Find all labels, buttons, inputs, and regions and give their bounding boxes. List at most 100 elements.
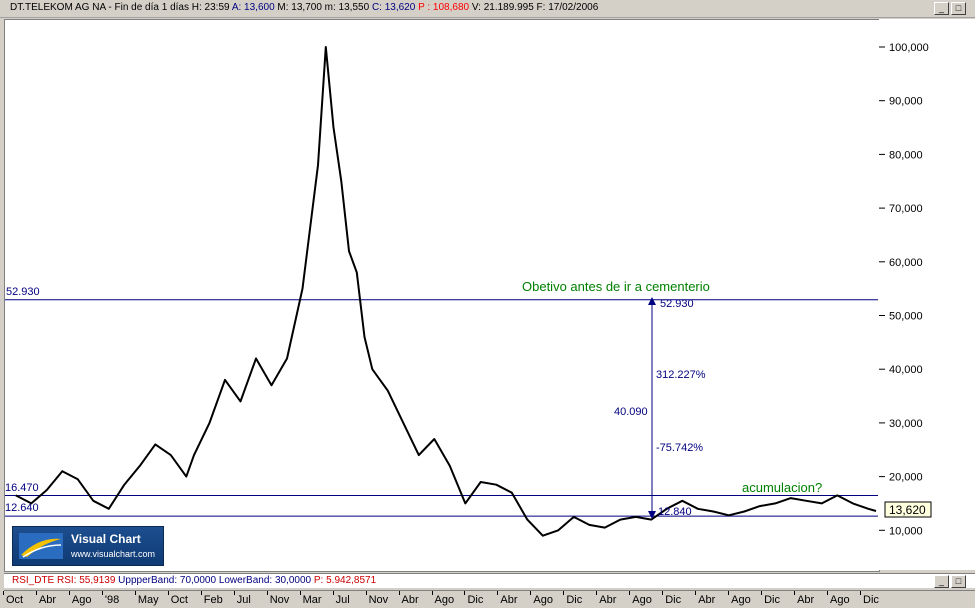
- price-axis-area: [879, 19, 975, 570]
- y-tick-label: 50,000: [889, 311, 923, 323]
- x-tick-mark: [3, 591, 4, 595]
- x-tick-mark: [464, 591, 466, 595]
- x-tick-mark: [167, 591, 169, 595]
- x-tick-label: Ago: [830, 594, 850, 606]
- x-tick-mark: [827, 591, 829, 595]
- x-tick-label: Ago: [434, 594, 455, 606]
- arrow-head-down: [648, 511, 656, 519]
- x-tick-label: Dic: [863, 594, 879, 606]
- logo-swoosh-icon: [19, 533, 63, 559]
- y-tick-label: 100,000: [889, 42, 929, 54]
- x-tick-mark: [860, 591, 861, 595]
- y-tick-label: 70,000: [889, 203, 923, 215]
- period-label: Fin de día 1 días: [114, 2, 189, 13]
- x-tick-mark: [299, 591, 301, 595]
- x-tick-mark: [794, 591, 796, 595]
- target-value-label: 52.930: [660, 298, 694, 310]
- x-tick-label: Abr: [599, 594, 617, 606]
- x-tick-mark: [662, 591, 664, 595]
- x-tick-label: Jul: [335, 594, 350, 606]
- x-tick-mark: [596, 591, 598, 595]
- x-tick-mark: [233, 591, 235, 595]
- x-tick-mark: [200, 591, 202, 595]
- high-label: M: 13,700: [277, 2, 322, 13]
- time-axis: Oct Abr Ago '98 May Oct Feb Jul Nov Mar Jul Nov Abr A…: [3, 590, 975, 608]
- x-tick-label: Ago: [71, 594, 92, 606]
- low-label: m: 13,550: [324, 2, 370, 13]
- p-label: P : 108,680: [418, 2, 470, 13]
- last-price-box: [884, 501, 932, 518]
- price-series-line: [15, 46, 877, 537]
- x-tick-mark: [101, 591, 103, 595]
- last-price-label: 13,620: [889, 503, 926, 517]
- y-tick-label: 90,000: [889, 96, 923, 108]
- base-value-label: 12.840: [658, 506, 692, 518]
- x-tick-label: '98: [104, 594, 120, 606]
- x-tick-label: Jul: [236, 594, 251, 606]
- minimize-button[interactable]: _: [934, 2, 949, 15]
- maximize-button[interactable]: □: [951, 2, 966, 15]
- indicator-upper: UppperBand: 70,0000: [118, 575, 217, 586]
- x-tick-label: Nov: [269, 594, 290, 606]
- plot-area[interactable]: [4, 19, 880, 572]
- indicator-rsi: RSI: 55,9139: [57, 575, 116, 586]
- open-label: A: 13,600: [231, 2, 275, 13]
- loss-pct-label: -75.742%: [656, 442, 703, 454]
- x-tick-mark: [497, 591, 499, 595]
- x-tick-mark: [266, 591, 268, 595]
- volume-label: V: 21.189.995: [471, 2, 534, 13]
- x-tick-label: Abr: [797, 594, 815, 606]
- x-tick-mark: [35, 591, 37, 595]
- symbol-label: DT.TELEKOM AG NA: [10, 2, 106, 13]
- chart-title-bar: DT.TELEKOM AG NA - Fin de día 1 días H: …: [0, 0, 975, 18]
- indicator-readout: RSI_DTE RSI: 55,9139 UppperBand: 70,0000…: [12, 575, 376, 586]
- x-tick-mark: [431, 591, 433, 595]
- logo-url: www.visualchart.com: [71, 549, 156, 559]
- visual-chart-logo: Visual Chart www.visualchart.com: [12, 526, 164, 566]
- x-tick-label: Ago: [632, 594, 652, 606]
- indicator-minimize-button[interactable]: _: [934, 575, 949, 588]
- x-tick-label: Ago: [731, 594, 751, 606]
- x-tick-mark: [728, 591, 730, 595]
- indicator-lower: LowerBand: 30,0000: [218, 575, 312, 586]
- x-tick-label: Oct: [170, 594, 188, 606]
- x-tick-mark: [530, 591, 532, 595]
- indicator-p: P: 5.942,8571: [313, 575, 377, 586]
- y-tick-label: 60,000: [889, 257, 923, 269]
- quote-header: DT.TELEKOM AG NA - Fin de día 1 días H: …: [10, 2, 599, 13]
- date-label: F: 17/02/2006: [536, 2, 599, 13]
- hline-mid-label: 16.470: [5, 482, 39, 494]
- y-tick-label: 30,000: [889, 418, 923, 430]
- y-tick-label: 10,000: [889, 525, 923, 537]
- x-tick-label: Abr: [38, 594, 57, 606]
- indicator-maximize-button[interactable]: □: [951, 575, 966, 588]
- x-tick-mark: [695, 591, 697, 595]
- distance-label: 40.090: [614, 406, 648, 418]
- x-tick-label: Ago: [533, 594, 553, 606]
- y-tick-label: 40,000: [889, 364, 923, 376]
- x-tick-mark: [68, 591, 70, 595]
- logo-title: Visual Chart: [71, 532, 141, 546]
- x-tick-label: Oct: [6, 594, 24, 606]
- gain-pct-label: 312.227%: [656, 369, 706, 381]
- indicator-bar[interactable]: RSI_DTE RSI: 55,9139 UppperBand: 70,0000…: [4, 573, 975, 588]
- arrow-head-up: [648, 297, 656, 305]
- y-tick-label: 80,000: [889, 149, 923, 161]
- x-tick-label: Abr: [500, 594, 518, 606]
- x-tick-label: Dic: [467, 594, 484, 606]
- x-tick-mark: [332, 591, 334, 595]
- y-tick-label: 20,000: [889, 472, 923, 484]
- x-tick-label: Feb: [203, 594, 223, 606]
- x-tick-label: Dic: [665, 594, 682, 606]
- x-tick-label: Dic: [566, 594, 583, 606]
- indicator-name: RSI_DTE: [12, 575, 55, 586]
- x-tick-mark: [761, 591, 763, 595]
- x-tick-label: Mar: [302, 594, 322, 606]
- x-tick-mark: [629, 591, 631, 595]
- x-tick-label: Abr: [401, 594, 419, 606]
- x-tick-label: Abr: [698, 594, 716, 606]
- x-tick-label: Dic: [764, 594, 780, 606]
- x-tick-label: Nov: [368, 594, 389, 606]
- target-annotation: Obetivo antes de ir a cementerio: [522, 279, 710, 294]
